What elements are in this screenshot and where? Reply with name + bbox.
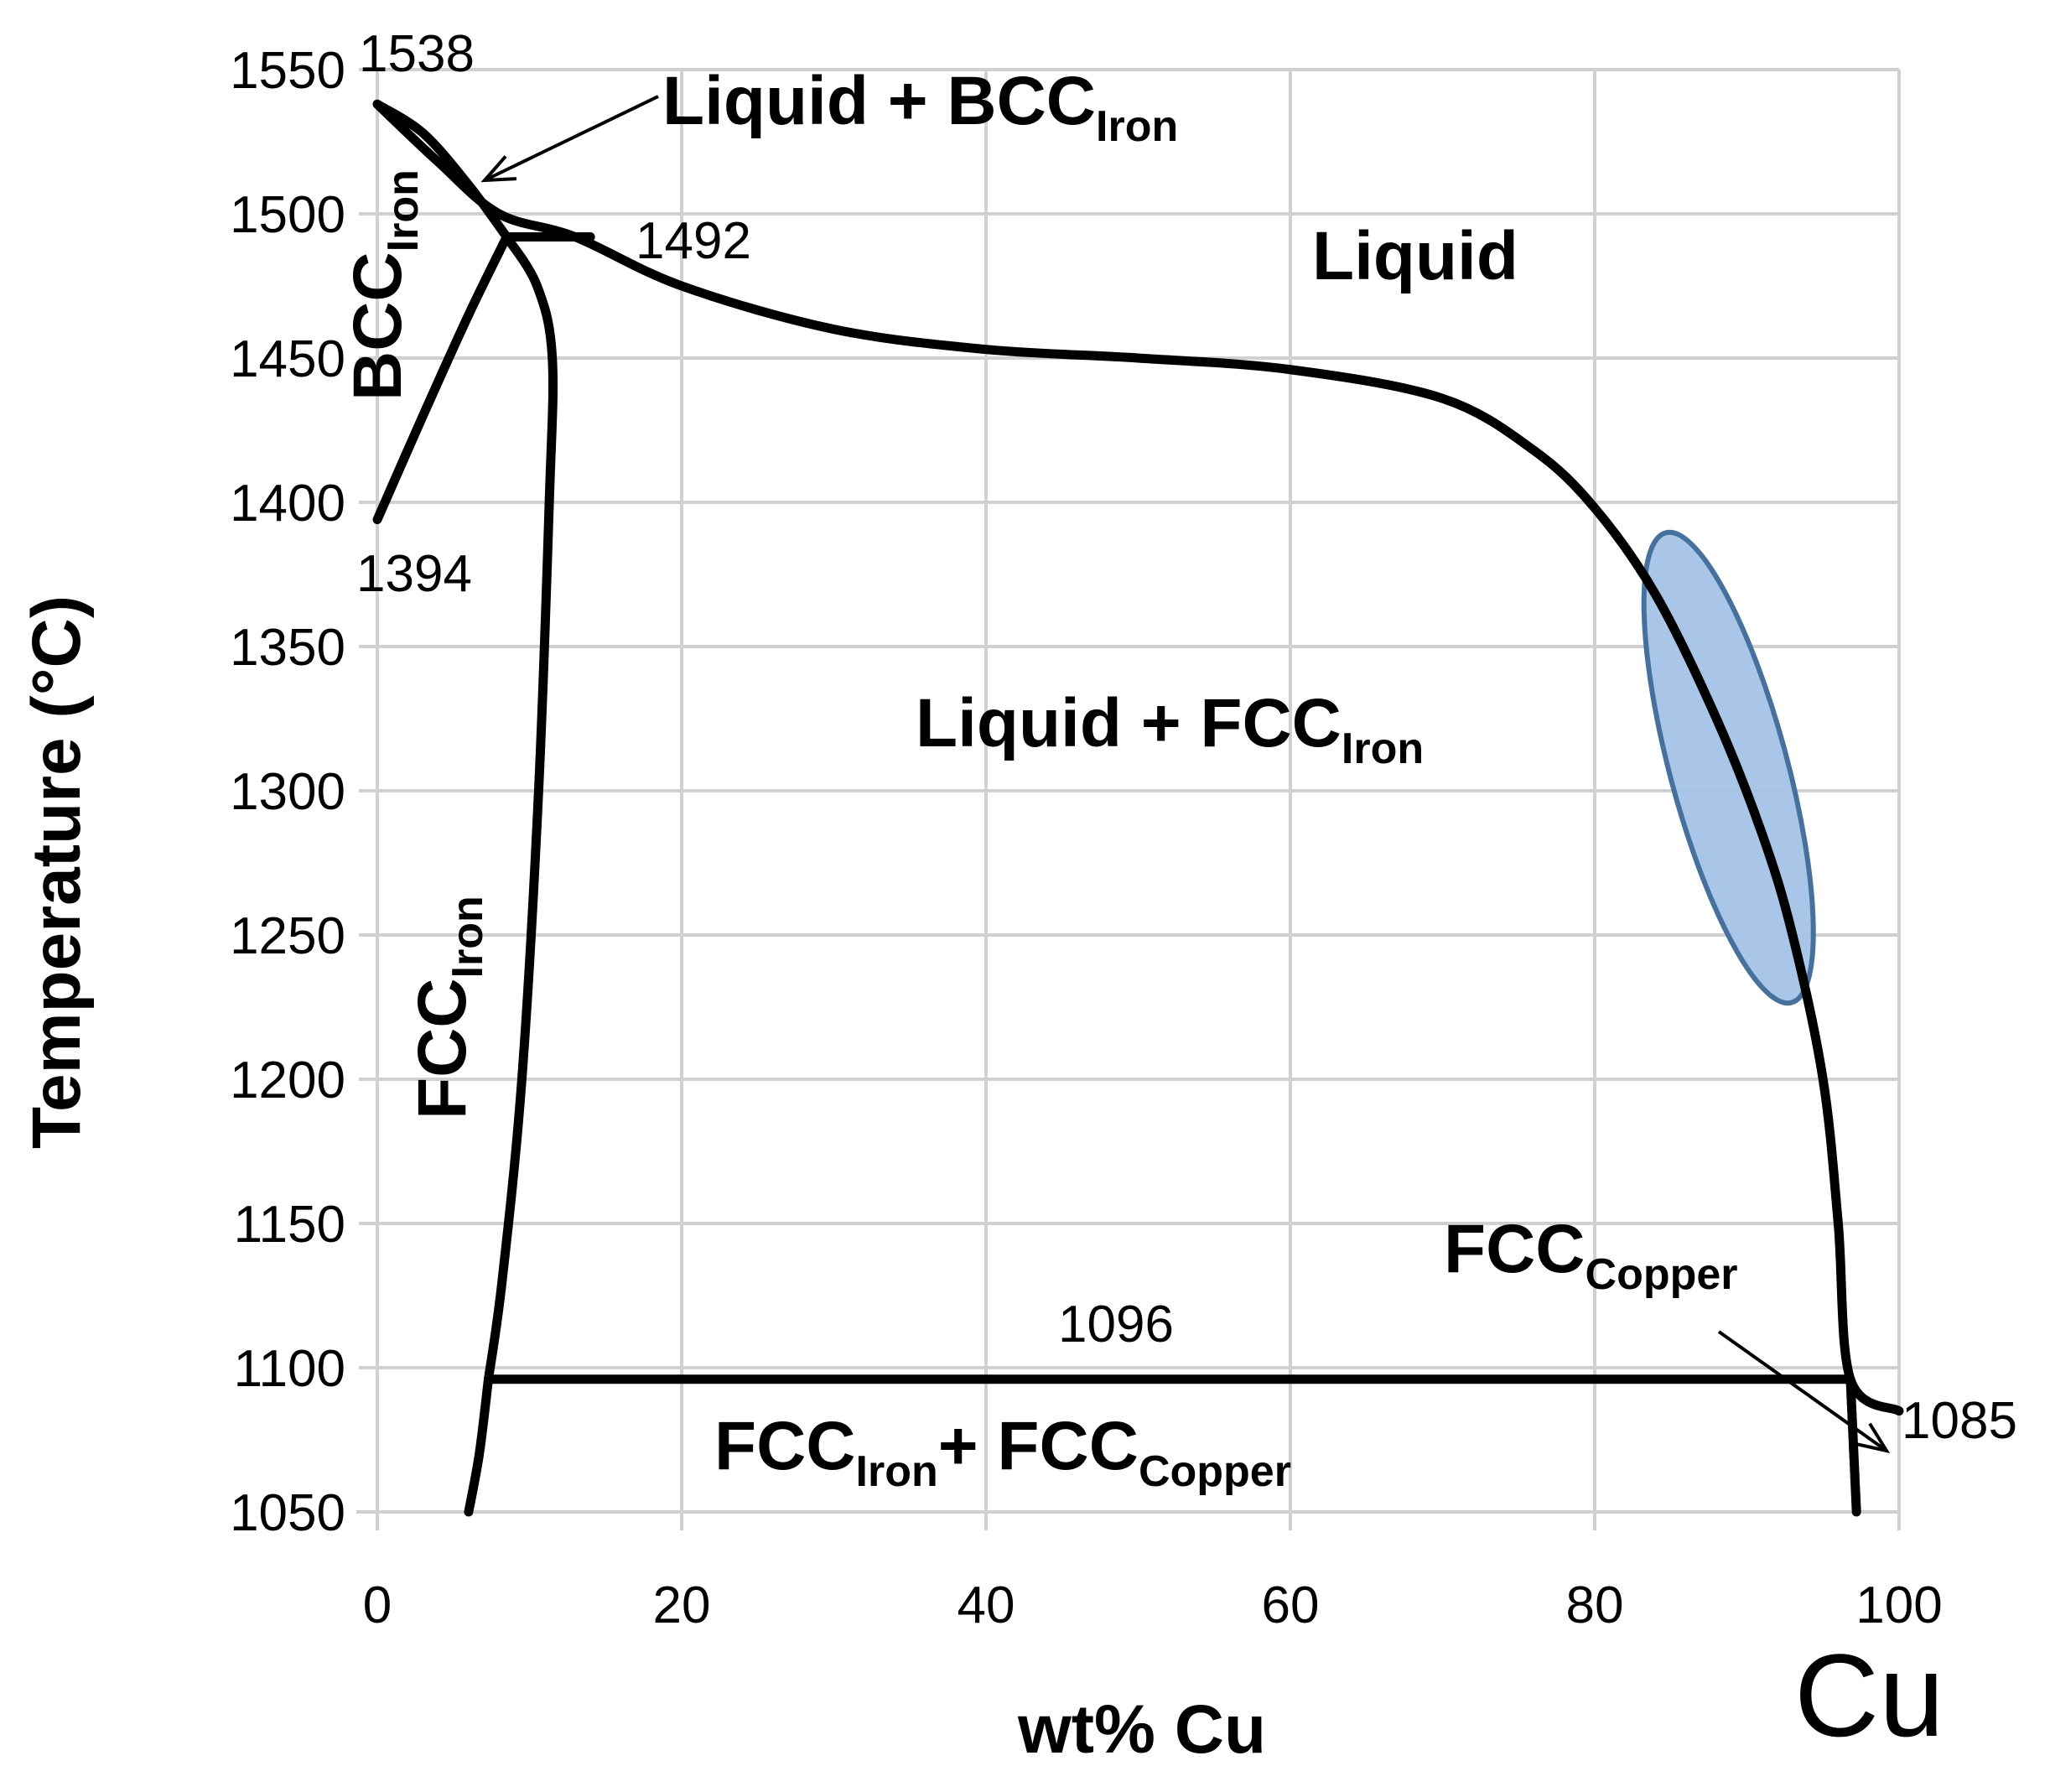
x-axis-title: wt% Cu xyxy=(1017,1691,1266,1768)
y-tick-label-1450: 1450 xyxy=(230,330,345,388)
phase-boundaries xyxy=(372,99,1904,1517)
highlight-layer xyxy=(1641,529,1816,1006)
x-tick-label-100: 100 xyxy=(1855,1576,1942,1634)
label-fcc-copper: FCCCopper xyxy=(1444,1211,1738,1299)
annotation-1394: 1394 xyxy=(356,545,472,603)
y-tick-label-1200: 1200 xyxy=(230,1052,345,1109)
label-fcc-copper-sub: Copper xyxy=(1586,1250,1738,1299)
label-bcc: BCCIron xyxy=(340,169,428,401)
label-liquid-bcc-main: Liquid + BCC xyxy=(662,63,1096,139)
corner-label-cu: Cu xyxy=(1794,1629,1944,1761)
y-tick-label-1350: 1350 xyxy=(230,619,345,677)
label-liquid-bcc-sub: Iron xyxy=(1096,102,1178,151)
label-liquid-fcc-sub: Iron xyxy=(1342,725,1424,773)
label-fcc-two-phase-sub2: Copper xyxy=(1139,1447,1291,1496)
boundary-fcc-iron-solidus xyxy=(483,232,558,1384)
y-tick-label-1400: 1400 xyxy=(230,475,345,532)
y-tick-label-1100: 1100 xyxy=(234,1340,345,1398)
y-tick-label-1050: 1050 xyxy=(230,1484,345,1542)
annotation-1538: 1538 xyxy=(359,25,475,83)
label-fcc-two-phase-main2: FCC xyxy=(997,1408,1139,1484)
x-tick-label-60: 60 xyxy=(1262,1576,1320,1634)
label-fcc-iron: FCCIron xyxy=(404,896,492,1119)
label-fcc-two-phase: FCCIron+ FCCCopper xyxy=(714,1408,1291,1496)
label-liquid-bcc: Liquid + BCCIron xyxy=(662,63,1178,151)
arrow-liquid-bcc-shaft xyxy=(484,95,659,182)
arrow-fcc-copper-head xyxy=(1855,1422,1891,1453)
label-bcc-sub: Iron xyxy=(379,169,428,252)
arrow-liquid-bcc-head xyxy=(480,155,517,183)
arrow-fcc-copper-shaft xyxy=(1717,1330,1888,1452)
label-fcc-two-phase-sub1: Iron xyxy=(856,1447,938,1496)
y-tick-label-1500: 1500 xyxy=(230,186,345,244)
axes xyxy=(356,68,1901,1530)
y-tick-label-1300: 1300 xyxy=(230,763,345,821)
label-liquid-fcc: Liquid + FCCIron xyxy=(916,685,1424,773)
boundary-bcc-gamma-boundary xyxy=(372,232,511,525)
boundary-bcc-solidus xyxy=(372,99,511,242)
boundary-liquidus xyxy=(372,99,1904,1416)
x-tick-label-20: 20 xyxy=(653,1576,711,1634)
label-bcc-main: BCC xyxy=(340,252,416,401)
label-liquid: Liquid xyxy=(1312,218,1518,294)
boundary-fcc-iron-solvus xyxy=(464,1374,493,1517)
annotation-1085: 1085 xyxy=(1902,1392,2017,1450)
y-tick-label-1150: 1150 xyxy=(234,1196,345,1254)
label-fcc-iron-main: FCC xyxy=(404,978,480,1119)
tick-labels: 0 20 40 60 80 100 1050 1100 1150 1200 1250 1300 1350… xyxy=(230,42,1943,1634)
label-fcc-copper-main: FCC xyxy=(1444,1211,1586,1287)
arrows xyxy=(480,95,1891,1453)
label-fcc-two-phase-main1: FCC xyxy=(714,1408,856,1484)
label-fcc-two-phase-plus: + xyxy=(938,1408,998,1484)
y-tick-label-1250: 1250 xyxy=(230,907,345,965)
x-tick-label-0: 0 xyxy=(363,1576,392,1634)
label-liquid-fcc-main: Liquid + FCC xyxy=(916,685,1342,761)
y-tick-label-1550: 1550 xyxy=(230,42,345,100)
boundary-fcc-copper-solvus xyxy=(1845,1374,1861,1517)
highlight-ellipse xyxy=(1641,529,1816,1006)
y-axis-title: Temperature (°C) xyxy=(18,595,95,1149)
annotation-1096: 1096 xyxy=(1058,1296,1174,1353)
label-fcc-iron-sub: Iron xyxy=(444,896,492,978)
x-tick-label-80: 80 xyxy=(1566,1576,1624,1634)
annotation-1492: 1492 xyxy=(636,212,751,270)
x-tick-label-40: 40 xyxy=(958,1576,1015,1634)
